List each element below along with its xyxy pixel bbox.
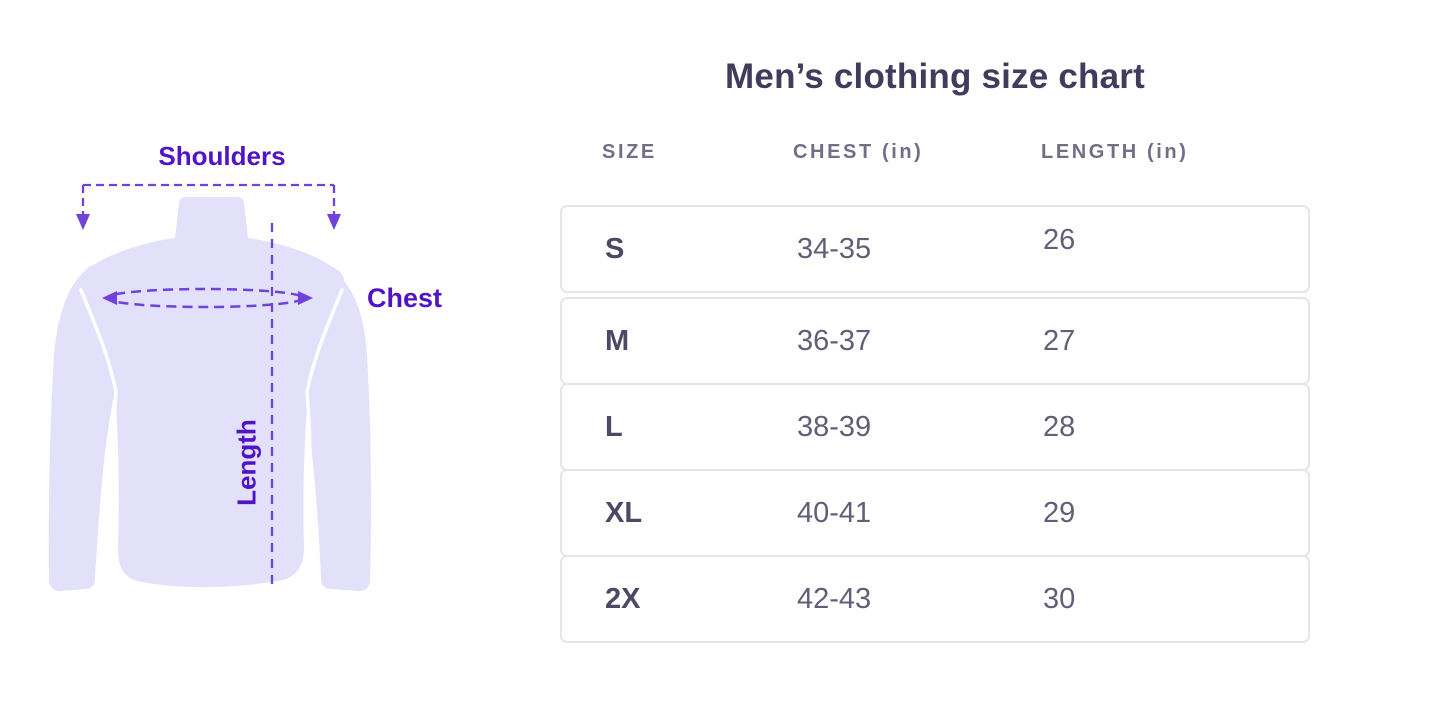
cell-size: 2X xyxy=(605,582,641,615)
size-table: S 34-35 26 M 36-37 27 L 38-39 28 XL 40-4… xyxy=(560,205,1310,643)
cell-size: L xyxy=(605,410,623,443)
table-header-row: SIZE CHEST (in) LENGTH (in) xyxy=(560,141,1310,167)
shirt-left-sleeve xyxy=(48,265,117,591)
length-label: Length xyxy=(231,419,262,506)
cell-length: 30 xyxy=(1043,582,1076,615)
cell-length: 27 xyxy=(1043,324,1076,357)
cell-chest: 34-35 xyxy=(797,232,872,265)
column-header-size: SIZE xyxy=(602,141,657,163)
table-row: 2X 42-43 30 xyxy=(560,555,1310,643)
shoulders-arrow-left xyxy=(76,214,90,230)
cell-length: 26 xyxy=(1043,223,1076,256)
cell-chest: 36-37 xyxy=(797,324,872,357)
page-title: Men’s clothing size chart xyxy=(725,57,1145,96)
cell-size: M xyxy=(605,324,630,357)
cell-size: XL xyxy=(605,496,643,529)
cell-chest: 40-41 xyxy=(797,496,872,529)
chest-arrow-right xyxy=(298,291,313,305)
shirt-left-seam xyxy=(79,288,121,580)
shoulders-measure-line xyxy=(81,183,336,214)
table-row: S 34-35 26 xyxy=(560,205,1310,293)
cell-length: 28 xyxy=(1043,410,1076,443)
shoulders-label: Shoulders xyxy=(158,141,286,171)
shoulders-arrow-right xyxy=(327,214,341,230)
table-row: M 36-37 27 xyxy=(560,297,1310,385)
shirt-right-seam xyxy=(303,288,344,580)
shirt-measurement-illustration xyxy=(48,183,371,591)
chest-arrow-left xyxy=(102,291,117,305)
column-header-length: LENGTH (in) xyxy=(1041,141,1189,163)
cell-chest: 42-43 xyxy=(797,582,872,615)
chest-label: Chest xyxy=(367,283,443,313)
table-row: XL 40-41 29 xyxy=(560,469,1310,557)
cell-size: S xyxy=(605,232,625,265)
shirt-body xyxy=(78,197,345,588)
cell-chest: 38-39 xyxy=(797,410,872,443)
table-row: L 38-39 28 xyxy=(560,383,1310,471)
column-header-chest: CHEST (in) xyxy=(793,141,924,163)
cell-length: 29 xyxy=(1043,496,1076,529)
